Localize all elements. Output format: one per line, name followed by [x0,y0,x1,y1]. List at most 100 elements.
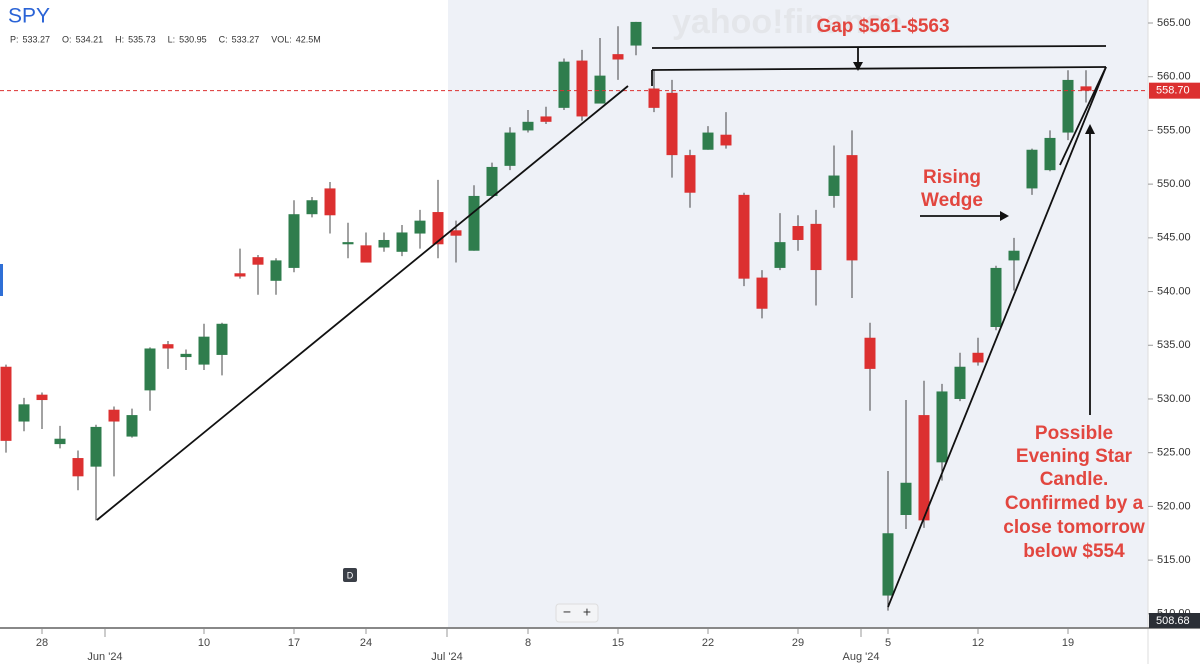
candle-body [954,366,966,399]
trendlines [96,45,1107,608]
candle-body [936,391,948,463]
axis-min-label: 508.68 [1156,615,1190,627]
annotation: Gap $561-$563 [816,16,949,37]
candle-body [144,348,156,391]
candle-body [378,239,390,248]
candle-body [1008,250,1020,261]
candle-body [774,242,786,268]
annotation: Confirmed by a [1005,493,1144,514]
candle-body [324,188,336,216]
x-tick-label: 29 [792,637,804,649]
candle-body [990,267,1002,327]
stat-value: 530.95 [179,34,207,44]
stat-label: C: [219,34,228,44]
candle-body [666,92,678,156]
month-tick-label: Jun '24 [87,651,122,663]
candle-body [360,245,372,263]
y-tick-label: 525.00 [1157,447,1191,459]
candle-body [288,214,300,268]
candle-body [1080,86,1092,91]
candle-body [252,257,264,265]
candle-body [72,458,84,477]
candle-body [720,134,732,146]
candle-body [450,230,462,236]
stat-value: 535.73 [128,34,156,44]
candle-body [738,194,750,279]
candle-body [198,336,210,365]
stat-label: L: [168,34,176,44]
candle-body [432,212,444,245]
annotation: Candle. [1040,469,1109,490]
candle-body [900,482,912,515]
candle-body [828,175,840,196]
y-tick-label: 545.00 [1157,232,1191,244]
candle-body [18,404,30,422]
candle-body [756,277,768,309]
annotation: Possible [1035,423,1113,444]
candle-body [180,353,192,358]
candle-body [108,409,120,422]
interval-badge[interactable] [343,568,357,582]
candle-body [558,61,570,108]
candle-body [864,337,876,369]
y-tick-label: 540.00 [1157,285,1191,297]
symbol: SPY [8,5,50,28]
candle-body [918,415,930,521]
candle-body [342,242,354,245]
candle-body [54,438,66,445]
month-tick-label: Aug '24 [843,651,880,663]
zoom-controls [555,603,599,623]
candle-body [216,323,228,355]
y-tick-label: 550.00 [1157,178,1191,190]
stat-label: H: [115,34,124,44]
candle-body [612,54,624,60]
last-price-label: 558.70 [1156,85,1190,97]
candle-body [648,88,660,108]
y-tick-label: 530.00 [1157,393,1191,405]
y-tick-label: 520.00 [1157,500,1191,512]
y-tick-label: 560.00 [1157,71,1191,83]
stat-value: 533.27 [232,34,260,44]
candle-body [306,200,318,215]
x-tick-label: 19 [1062,637,1074,649]
x-tick-label: 28 [36,637,48,649]
candle-body [792,226,804,240]
last-price-box [1149,82,1200,99]
y-tick-label: 555.00 [1157,124,1191,136]
candle-body [1026,149,1038,189]
candle-body [0,366,12,441]
x-tick-label: 12 [972,637,984,649]
stat-label: VOL: [271,34,292,44]
candle-body [414,220,426,234]
stat-value: 533.27 [23,34,51,44]
candle-body [504,132,516,166]
annotation: Wedge [921,190,983,211]
axis-min-box [1149,613,1200,628]
zoom-in[interactable]: + [583,604,591,620]
candle-body [36,394,48,401]
candle-body [684,155,696,193]
x-tick-label: 8 [525,637,531,649]
annotation: Evening Star [1016,446,1133,467]
arrowheads [853,62,1095,221]
candle-body [90,426,102,467]
candle-body [522,121,534,131]
candle-body [234,273,246,277]
candle-body [810,223,822,271]
watermark: yahoo!finance [672,3,902,41]
candle-body [270,260,282,281]
x-tick-label: 10 [198,637,210,649]
y-tick-label: 565.00 [1157,17,1191,29]
candle-body [846,155,858,261]
candle-body [972,352,984,363]
zoom-out[interactable]: − [563,604,571,620]
interval-label[interactable]: D [347,570,354,580]
x-tick-label: 22 [702,637,714,649]
y-tick-label: 535.00 [1157,339,1191,351]
candle-body [594,75,606,104]
x-tick-label: 15 [612,637,624,649]
candle-body [126,415,138,437]
x-tick-label: 17 [288,637,300,649]
stat-label: O: [62,34,72,44]
